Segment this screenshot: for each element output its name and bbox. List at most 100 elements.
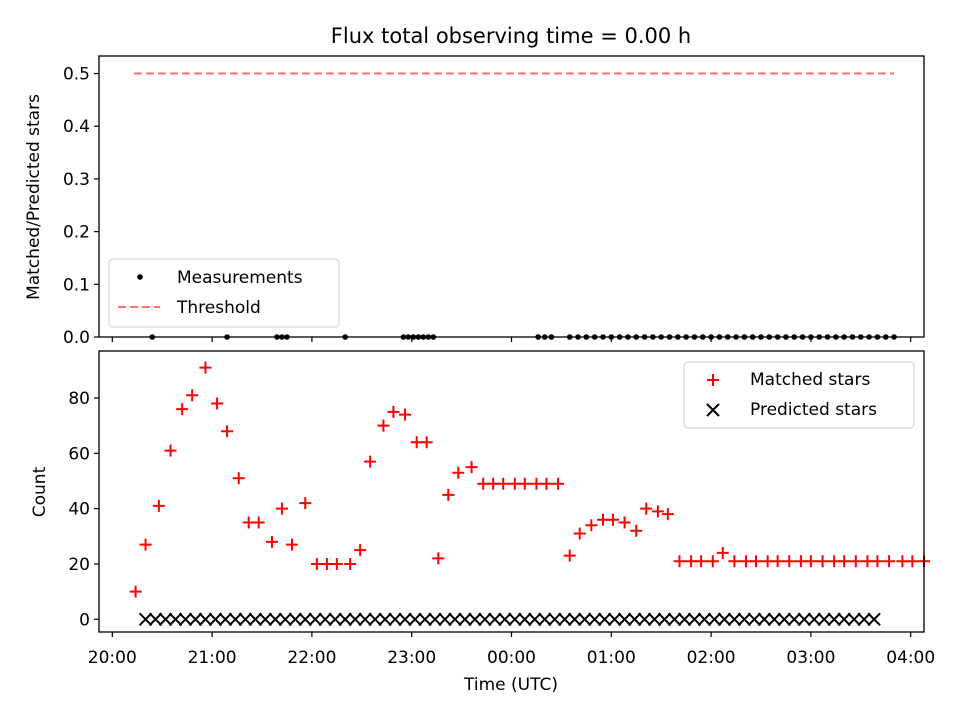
predicted-star-point — [478, 612, 492, 626]
predicted-star-point — [528, 612, 542, 626]
predicted-star-point — [867, 612, 881, 626]
predicted-star-point — [278, 612, 292, 626]
matched-star-point — [364, 455, 377, 468]
predicted-star-point — [787, 612, 801, 626]
legend-predicted-label: Predicted stars — [750, 400, 877, 420]
predicted-star-point — [667, 612, 682, 626]
x-tick-label: 03:00 — [786, 648, 835, 668]
matched-star-point — [330, 557, 343, 570]
predicted-star-point — [498, 612, 512, 626]
matched-star-point — [883, 555, 896, 568]
matched-star-point — [221, 425, 234, 438]
matched-star-point — [716, 546, 729, 559]
predicted-star-point — [727, 612, 742, 626]
predicted-star-point — [508, 612, 522, 626]
matched-star-point — [630, 524, 643, 537]
matched-star-point — [606, 513, 619, 526]
predicted-star-point — [687, 612, 702, 626]
predicted-star-point — [388, 612, 402, 626]
y-tick-label: 0.0 — [63, 328, 90, 348]
predicted-star-point — [218, 612, 233, 626]
predicted-star-point — [148, 612, 163, 626]
predicted-star-point — [368, 612, 382, 626]
x-tick-label: 01:00 — [587, 648, 636, 668]
predicted-star-point — [577, 612, 592, 626]
predicted-star-point — [138, 612, 153, 626]
predicted-star-point — [697, 612, 712, 626]
matched-star-point — [452, 466, 465, 479]
bottom-plot-area — [129, 361, 930, 626]
matched-star-point — [354, 544, 367, 557]
matched-star-point — [186, 389, 199, 402]
predicted-star-point — [747, 612, 762, 626]
chart-title: Flux total observing time = 0.00 h — [331, 24, 691, 48]
predicted-star-point — [817, 612, 831, 626]
predicted-star-point — [767, 612, 782, 626]
predicted-star-point — [857, 612, 871, 626]
bottom-y-axis-label: Count — [30, 466, 50, 517]
x-tick-label: 20:00 — [88, 648, 137, 668]
y-tick-label: 60 — [68, 444, 90, 464]
matched-star-point — [497, 477, 510, 490]
matched-star-point — [540, 477, 553, 490]
predicted-star-point — [358, 612, 372, 626]
matched-star-point — [804, 555, 817, 568]
matched-star-point — [906, 555, 919, 568]
predicted-star-point — [518, 612, 532, 626]
matched-star-point — [377, 419, 390, 432]
bottom-panel: Count Time (UTC) 0 20 40 60 80 20:00 21:00 22:… — [30, 350, 935, 695]
bottom-legend: Matched stars Predicted stars — [683, 361, 915, 429]
matched-star-point — [344, 557, 357, 570]
predicted-star-point — [238, 612, 253, 626]
predicted-star-point — [617, 612, 632, 626]
x-tick-label: 02:00 — [687, 648, 736, 668]
top-y-axis-label: Matched/Predicted stars — [24, 94, 44, 300]
matched-star-point — [563, 549, 576, 562]
predicted-star-point — [248, 612, 263, 626]
predicted-star-point — [548, 612, 562, 626]
predicted-star-point — [637, 612, 652, 626]
legend-measurements-label: Measurements — [177, 268, 303, 288]
matched-star-point — [152, 499, 165, 512]
predicted-star-point — [468, 612, 482, 626]
matched-star-point — [661, 508, 674, 521]
predicted-star-point — [408, 612, 422, 626]
top-panel: Flux total observing time = 0.00 h Match… — [24, 24, 925, 348]
predicted-star-point — [258, 612, 273, 626]
matched-star-point — [849, 555, 862, 568]
matched-star-point — [518, 477, 531, 490]
matched-star-point — [585, 519, 598, 532]
matched-star-point — [728, 555, 741, 568]
x-tick-label: 23:00 — [387, 648, 436, 668]
matched-star-point — [265, 535, 278, 548]
y-tick-label: 20 — [68, 555, 90, 575]
matched-star-point — [651, 505, 664, 518]
predicted-star-point — [797, 612, 811, 626]
matched-star-point — [618, 516, 631, 529]
predicted-star-point — [777, 612, 791, 626]
predicted-star-point — [707, 612, 722, 626]
predicted-star-point — [178, 612, 193, 626]
predicted-star-point — [737, 612, 752, 626]
matched-star-point — [442, 488, 455, 501]
matched-star-point — [573, 527, 586, 540]
bottom-x-ticks: 20:00 21:00 22:00 23:00 00:00 01:00 02:00 03:00… — [88, 632, 935, 668]
predicted-star-point — [677, 612, 692, 626]
predicted-star-point — [228, 612, 243, 626]
legend-matched-marker — [707, 374, 719, 386]
matched-star-point — [640, 502, 653, 515]
predicted-star-point — [607, 612, 622, 626]
predicted-star-point — [188, 612, 203, 626]
y-tick-label: 0 — [79, 610, 90, 630]
matched-star-point — [164, 444, 177, 457]
predicted-star-point — [627, 612, 642, 626]
predicted-star-point — [847, 612, 861, 626]
matched-star-point — [706, 555, 719, 568]
legend-predicted-marker — [706, 403, 720, 417]
y-tick-label: 0.3 — [63, 170, 90, 190]
matched-star-point — [252, 516, 265, 529]
bottom-y-ticks: 0 20 40 60 80 — [68, 389, 99, 630]
bottom-axes-frame — [98, 350, 925, 633]
y-tick-label: 80 — [68, 389, 90, 409]
